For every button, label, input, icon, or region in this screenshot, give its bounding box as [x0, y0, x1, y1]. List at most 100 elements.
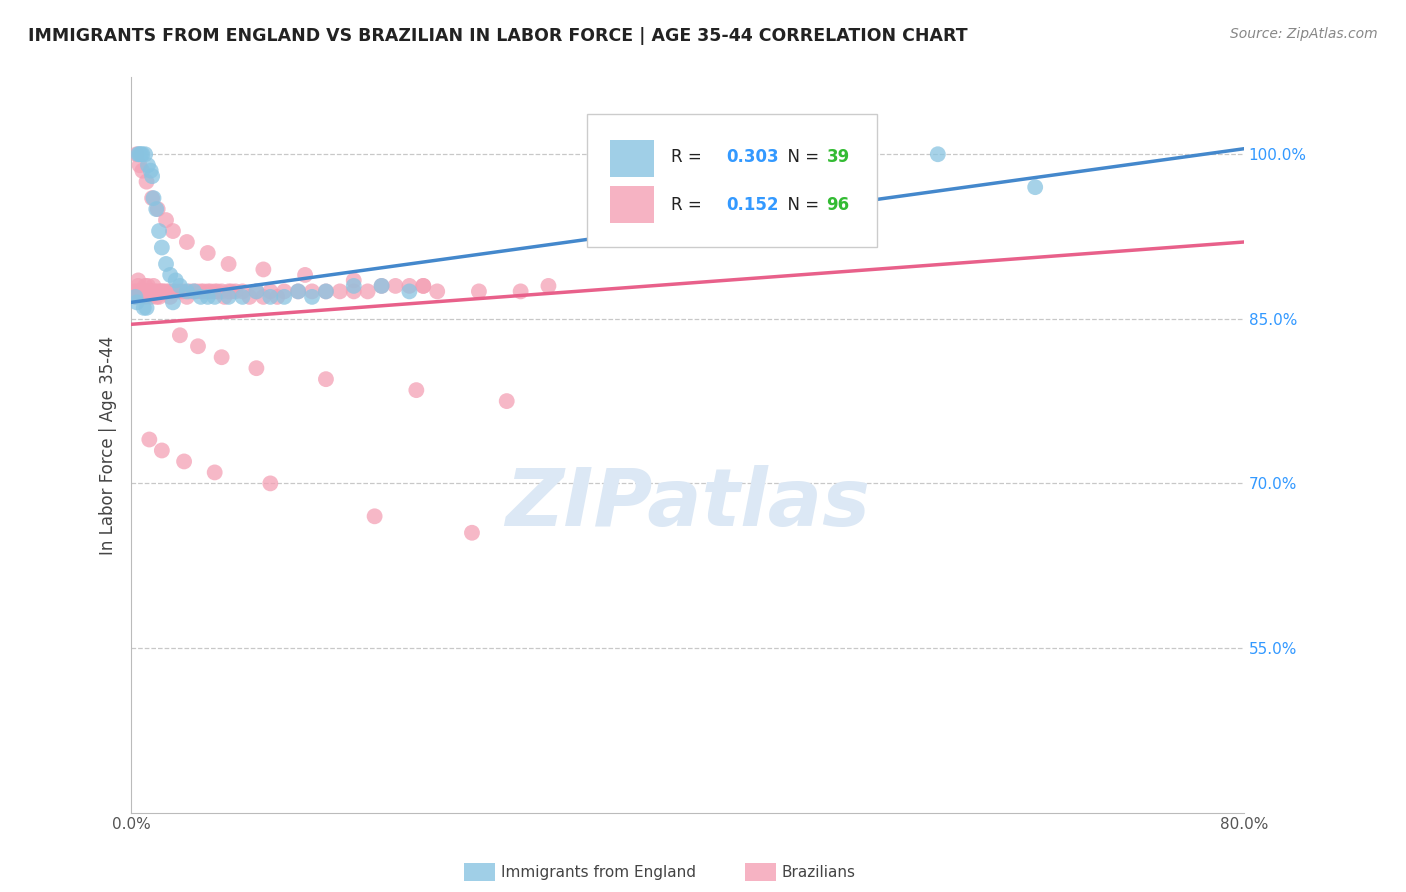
Point: [197, 246, 219, 260]
Point: [141, 191, 163, 205]
Point: [176, 235, 198, 249]
Point: [146, 202, 169, 216]
Point: [162, 224, 184, 238]
Point: [176, 285, 198, 299]
Point: [159, 268, 181, 282]
Point: [495, 394, 517, 409]
Point: [129, 147, 152, 161]
Point: [197, 285, 219, 299]
Point: [136, 279, 159, 293]
Point: [273, 290, 295, 304]
Point: [169, 279, 191, 293]
Point: [128, 147, 150, 161]
Point: [165, 285, 187, 299]
Point: [150, 285, 173, 299]
Point: [259, 285, 281, 299]
Text: R =: R =: [671, 148, 707, 166]
Point: [131, 163, 153, 178]
Point: [398, 285, 420, 299]
Point: [124, 290, 146, 304]
Point: [315, 372, 337, 386]
Bar: [610, 140, 654, 177]
Point: [259, 290, 281, 304]
Point: [165, 273, 187, 287]
Text: N =: N =: [776, 148, 824, 166]
Point: [138, 285, 160, 299]
Point: [149, 285, 172, 299]
Point: [225, 285, 247, 299]
Point: [142, 279, 165, 293]
Point: [356, 285, 378, 299]
Point: [176, 290, 198, 304]
Point: [468, 285, 491, 299]
Point: [183, 285, 205, 299]
Point: [125, 295, 148, 310]
Point: [252, 262, 274, 277]
Point: [214, 290, 236, 304]
Point: [193, 285, 215, 299]
Point: [162, 285, 184, 299]
Point: [155, 257, 177, 271]
Point: [132, 301, 155, 315]
Point: [204, 285, 226, 299]
Point: [152, 285, 174, 299]
Point: [134, 279, 156, 293]
Point: [266, 290, 288, 304]
Point: [183, 285, 205, 299]
Y-axis label: In Labor Force | Age 35-44: In Labor Force | Age 35-44: [100, 335, 117, 555]
Point: [218, 285, 240, 299]
Point: [159, 290, 181, 304]
Point: [927, 147, 949, 161]
Point: [211, 350, 233, 364]
Point: [124, 290, 146, 304]
Point: [273, 285, 295, 299]
Point: [412, 279, 434, 293]
Point: [135, 285, 157, 299]
Point: [218, 257, 240, 271]
Point: [148, 290, 170, 304]
Text: N =: N =: [776, 195, 824, 213]
Point: [231, 285, 253, 299]
Point: [172, 285, 194, 299]
Point: [145, 290, 167, 304]
Point: [426, 285, 449, 299]
Point: [259, 476, 281, 491]
Point: [142, 191, 165, 205]
Point: [315, 285, 337, 299]
Point: [127, 147, 149, 161]
Point: [363, 509, 385, 524]
Point: [139, 290, 162, 304]
Point: [405, 383, 427, 397]
Point: [252, 290, 274, 304]
Point: [221, 285, 243, 299]
Point: [179, 285, 201, 299]
Point: [127, 279, 149, 293]
Point: [190, 290, 212, 304]
Text: 96: 96: [827, 195, 849, 213]
Point: [384, 279, 406, 293]
Point: [301, 290, 323, 304]
Point: [218, 290, 240, 304]
Point: [139, 163, 162, 178]
Point: [398, 279, 420, 293]
Point: [155, 285, 177, 299]
Point: [207, 285, 229, 299]
Point: [131, 147, 153, 161]
Point: [204, 290, 226, 304]
Text: 0.303: 0.303: [727, 148, 779, 166]
Point: [150, 443, 173, 458]
Point: [127, 273, 149, 287]
Point: [343, 279, 366, 293]
Bar: [610, 186, 654, 223]
Point: [150, 240, 173, 254]
Point: [169, 328, 191, 343]
Point: [122, 285, 145, 299]
Point: [131, 285, 153, 299]
Text: 39: 39: [827, 148, 849, 166]
Point: [186, 285, 208, 299]
Point: [134, 147, 156, 161]
Point: [211, 285, 233, 299]
Point: [187, 339, 209, 353]
Point: [162, 295, 184, 310]
Point: [134, 290, 156, 304]
